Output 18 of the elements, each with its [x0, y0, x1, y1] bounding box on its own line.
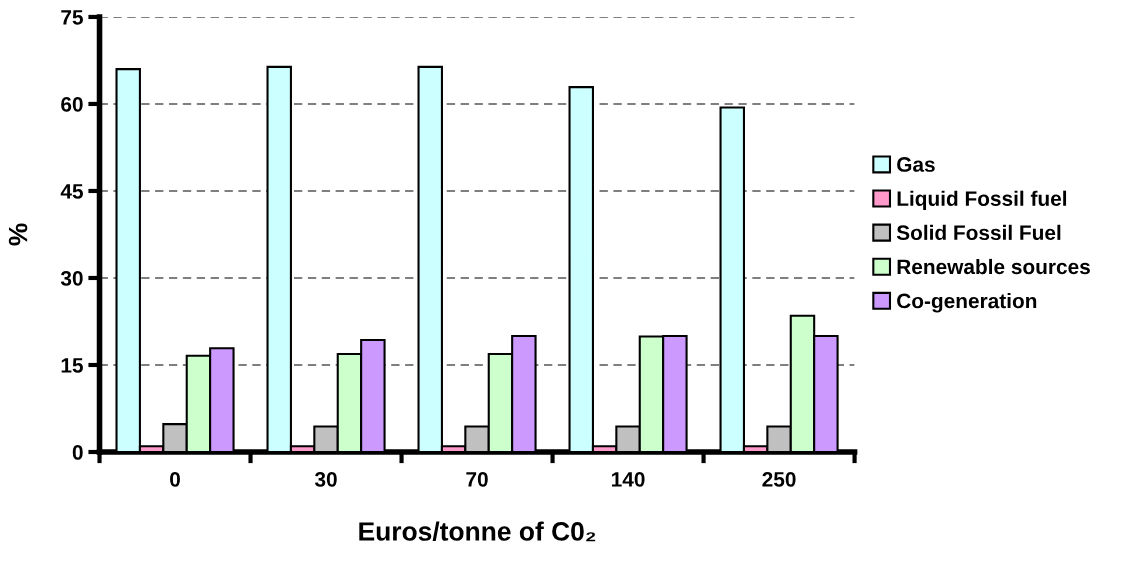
y-tick-label: 75 — [61, 10, 83, 25]
legend-label: Solid Fossil Fuel — [896, 224, 1061, 241]
y-tick-label: 60 — [61, 96, 83, 112]
y-tick-label: 45 — [60, 184, 83, 199]
legend-label: Liquid Fossil fuel — [897, 190, 1067, 211]
y-tick-label: 15 — [61, 358, 83, 373]
legend-label: Gas — [897, 157, 935, 172]
y-tick-label: 0 — [72, 445, 83, 460]
x-axis-title: Euros/tonne of C0₂ — [359, 521, 596, 542]
x-tick-label: 250 — [762, 471, 796, 487]
y-axis-title: % — [8, 223, 28, 246]
x-tick-label: 70 — [466, 471, 488, 487]
x-tick-label: 0 — [170, 471, 180, 487]
x-tick-label: 140 — [611, 471, 645, 487]
y-tick-label: 30 — [60, 270, 83, 286]
legend-label: Co-generation — [897, 293, 1037, 313]
x-tick-label: 30 — [314, 471, 337, 487]
legend-label: Renewable sources — [897, 258, 1090, 275]
